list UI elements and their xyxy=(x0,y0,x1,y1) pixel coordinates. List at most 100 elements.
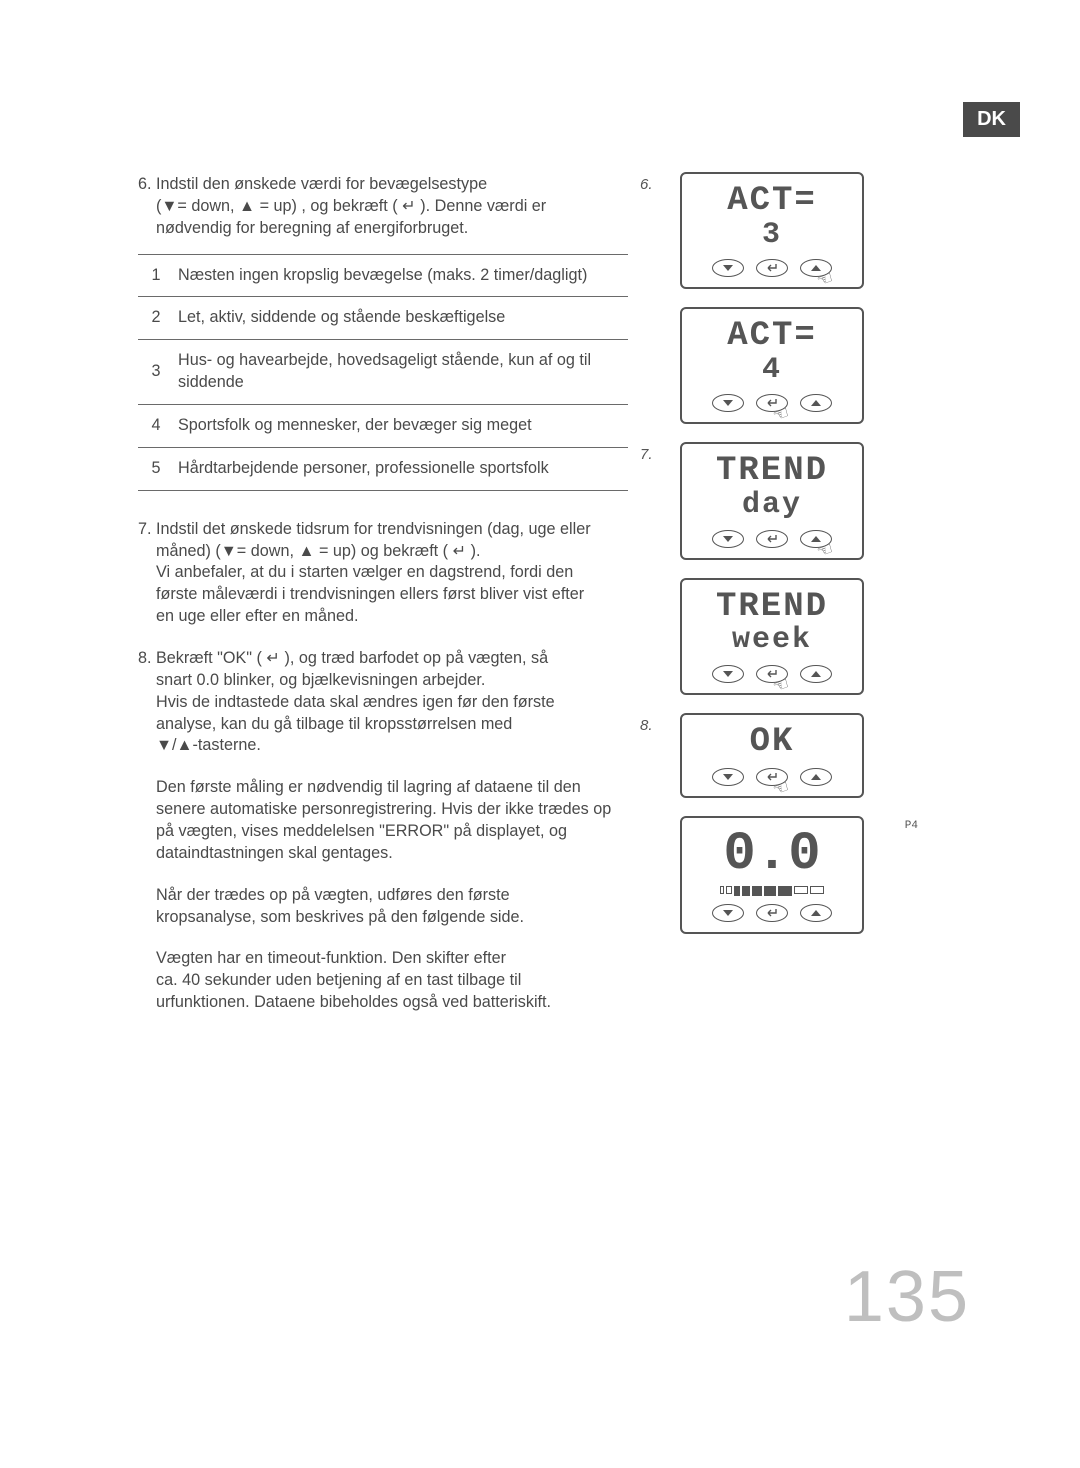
display-figures: 6.ACT=3☜ACT=4☜7.TRENDday☜TRENDweek☜8.OK☜… xyxy=(658,172,928,952)
device-button xyxy=(712,259,744,277)
device-button xyxy=(712,904,744,922)
activity-description: Let, aktiv, siddende og stående beskæfti… xyxy=(174,297,628,340)
lcd-line2: 4 xyxy=(696,355,848,387)
main-content: 6. Indstil den ønskede værdi for bevægel… xyxy=(138,174,628,1034)
activity-index: 4 xyxy=(138,405,174,448)
text-line: 6. Indstil den ønskede værdi for bevægel… xyxy=(138,174,628,196)
device-button xyxy=(712,768,744,786)
text-line: (▼= down, ▲ = up) , og bekræft ( ↵ ). De… xyxy=(138,196,628,218)
activity-index: 3 xyxy=(138,340,174,405)
device-button: ☜ xyxy=(756,768,788,786)
text-line: første måleværdi i trendvisningen ellers… xyxy=(138,584,628,606)
text-line: Når der trædes op på vægten, udføres den… xyxy=(156,885,628,907)
text-line: ▼/▲-tasterne. xyxy=(138,735,628,757)
activity-description: Hus- og havearbejde, hovedsageligt ståen… xyxy=(174,340,628,405)
button-row: ☜ xyxy=(696,768,848,786)
lcd-line2: 3 xyxy=(696,220,848,252)
activity-index: 2 xyxy=(138,297,174,340)
hand-pointer-icon: ☜ xyxy=(770,402,792,427)
text-line: Hvis de indtastede data skal ændres igen… xyxy=(138,692,628,714)
button-row: ☜ xyxy=(696,259,848,277)
text-line: analyse, kan du gå tilbage til kropsstør… xyxy=(138,714,628,736)
table-row: 3Hus- og havearbejde, hovedsageligt ståe… xyxy=(138,340,628,405)
device-button: ☜ xyxy=(800,530,832,548)
button-row xyxy=(696,904,848,922)
device-button xyxy=(712,530,744,548)
lcd-line1: TREND xyxy=(696,590,848,626)
section-8-p4: Vægten har en timeout-funktion. Den skif… xyxy=(138,948,628,1014)
text-line: måned) (▼= down, ▲ = up) og bekræft ( ↵ … xyxy=(138,541,628,563)
device-button: ☜ xyxy=(756,665,788,683)
device-button: ☜ xyxy=(756,394,788,412)
lcd-line1: OK xyxy=(696,725,848,761)
text-line: kropsanalyse, som beskrives på den følge… xyxy=(156,907,628,929)
lcd-figure: 8.OK☜ xyxy=(658,713,928,799)
text-line: på vægten, vises meddelelsen "ERROR" på … xyxy=(156,821,628,843)
figure-number: 8. xyxy=(640,717,653,734)
device-button: ☜ xyxy=(800,259,832,277)
activity-description: Hårdtarbejdende personer, professionelle… xyxy=(174,447,628,490)
section-8-p2: Den første måling er nødvendig til lagri… xyxy=(138,777,628,864)
lcd-figure: 6.ACT=3☜ xyxy=(658,172,928,289)
table-row: 1Næsten ingen kropslig bevægelse (maks. … xyxy=(138,254,628,297)
bar-indicator xyxy=(696,886,848,896)
lcd-display: ACT=4 ☜ xyxy=(680,307,864,424)
hand-pointer-icon: ☜ xyxy=(814,267,836,292)
lcd-line1: ACT= xyxy=(696,184,848,220)
table-row: 4Sportsfolk og mennesker, der bevæger si… xyxy=(138,405,628,448)
button-row: ☜ xyxy=(696,394,848,412)
lcd-figure: P4 0.0 xyxy=(658,816,928,934)
country-badge: DK xyxy=(963,102,1020,137)
text-line: snart 0.0 blinker, og bjælkevisningen ar… xyxy=(138,670,628,692)
lcd-figure: TRENDweek ☜ xyxy=(658,578,928,695)
lcd-line2: day xyxy=(696,490,848,522)
table-row: 5Hårdtarbejdende personer, professionell… xyxy=(138,447,628,490)
activity-index: 5 xyxy=(138,447,174,490)
text-line: senere automatiske personregistrering. H… xyxy=(156,799,628,821)
device-button xyxy=(756,530,788,548)
button-row: ☜ xyxy=(696,665,848,683)
activity-index: 1 xyxy=(138,254,174,297)
section-7: 7. Indstil det ønskede tidsrum for trend… xyxy=(138,519,628,628)
text-line: dataindtastningen skal gentages. xyxy=(156,843,628,865)
lcd-display: P40.0 xyxy=(680,816,864,934)
device-button xyxy=(756,904,788,922)
section-8-p1: 8. Bekræft "OK" ( ↵ ), og træd barfodet … xyxy=(138,648,628,757)
page-number: 135 xyxy=(844,1256,970,1338)
profile-indicator: P4 xyxy=(905,820,918,832)
text-line: 8. Bekræft "OK" ( ↵ ), og træd barfodet … xyxy=(138,648,628,670)
figure-number: 7. xyxy=(640,446,653,463)
activity-description: Sportsfolk og mennesker, der bevæger sig… xyxy=(174,405,628,448)
lcd-line1: ACT= xyxy=(696,319,848,355)
hand-pointer-icon: ☜ xyxy=(770,673,792,698)
table-row: 2Let, aktiv, siddende og stående beskæft… xyxy=(138,297,628,340)
text-line: ca. 40 sekunder uden betjening af en tas… xyxy=(156,970,628,992)
figure-number: 6. xyxy=(640,176,653,193)
hand-pointer-icon: ☜ xyxy=(770,776,792,801)
lcd-figure: ACT=4 ☜ xyxy=(658,307,928,424)
device-button xyxy=(800,394,832,412)
device-button xyxy=(800,904,832,922)
lcd-line1: TREND xyxy=(696,454,848,490)
text-line: Vægten har en timeout-funktion. Den skif… xyxy=(156,948,628,970)
lcd-line2: week xyxy=(696,625,848,657)
device-button xyxy=(712,394,744,412)
activity-description: Næsten ingen kropslig bevægelse (maks. 2… xyxy=(174,254,628,297)
text-line: urfunktionen. Dataene bibeholdes også ve… xyxy=(156,992,628,1014)
activity-level-table: 1Næsten ingen kropslig bevægelse (maks. … xyxy=(138,254,628,491)
section-8-p3: Når der trædes op på vægten, udføres den… xyxy=(138,885,628,929)
device-button xyxy=(800,665,832,683)
text-line: Den første måling er nødvendig til lagri… xyxy=(156,777,628,799)
lcd-display: OK ☜ xyxy=(680,713,864,799)
lcd-value: 0.0 xyxy=(696,828,848,882)
device-button xyxy=(800,768,832,786)
device-button xyxy=(712,665,744,683)
lcd-figure: 7.TRENDday☜ xyxy=(658,442,928,559)
lcd-display: TRENDday ☜ xyxy=(680,442,864,559)
text-line: Vi anbefaler, at du i starten vælger en … xyxy=(138,562,628,584)
lcd-display: ACT=3 ☜ xyxy=(680,172,864,289)
device-button xyxy=(756,259,788,277)
text-line: nødvendig for beregning af energiforbrug… xyxy=(138,218,628,240)
hand-pointer-icon: ☜ xyxy=(814,537,836,562)
text-line: en uge eller efter en måned. xyxy=(138,606,628,628)
